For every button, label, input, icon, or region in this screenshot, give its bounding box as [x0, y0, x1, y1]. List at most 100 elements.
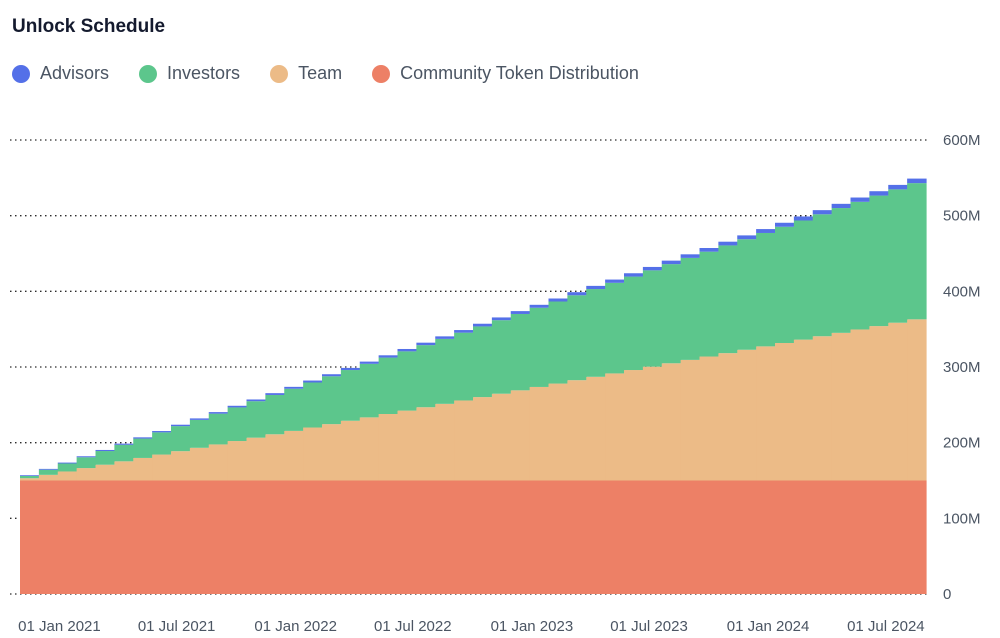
area-step-community-token-distribution [152, 480, 172, 594]
area-step-investors [567, 295, 587, 381]
area-step-team [454, 400, 474, 481]
area-step-team [491, 393, 512, 481]
x-tick-label: 01 Jan 2024 [727, 618, 810, 635]
area-step-investors [605, 282, 625, 374]
area-step-advisors [20, 475, 40, 476]
area-step-investors [680, 257, 701, 360]
area-step-advisors [227, 405, 248, 408]
area-step-team [718, 353, 738, 481]
area-step-advisors [189, 418, 210, 420]
area-step-investors [756, 232, 776, 347]
area-step-community-token-distribution [265, 480, 285, 594]
area-step-team [510, 390, 531, 481]
area-step-advisors [171, 424, 191, 427]
area-step-advisors [397, 348, 417, 352]
area-step-investors [246, 401, 266, 438]
area-step-team [416, 407, 436, 481]
area-step-team [831, 332, 852, 481]
area-step-community-token-distribution [378, 480, 399, 594]
area-step-community-token-distribution [397, 480, 417, 594]
legend-item-advisors[interactable]: Advisors [12, 63, 109, 84]
area-step-community-token-distribution [359, 480, 380, 594]
area-step-community-token-distribution [661, 480, 682, 594]
area-step-community-token-distribution [548, 480, 568, 594]
area-step-advisors [454, 330, 474, 333]
area-step-team [435, 403, 455, 481]
area-step-community-token-distribution [680, 480, 701, 594]
area-step-community-token-distribution [114, 480, 134, 594]
x-tick-label: 01 Jul 2024 [847, 618, 925, 635]
area-step-advisors [756, 229, 776, 233]
area-step-team [322, 424, 342, 481]
area-step-investors [529, 307, 550, 387]
area-step-team [189, 447, 210, 481]
area-step-advisors [586, 285, 606, 290]
area-step-community-token-distribution [510, 480, 531, 594]
area-step-advisors [152, 431, 172, 433]
x-tick-label: 01 Jan 2021 [18, 618, 101, 635]
area-step-team [473, 397, 493, 481]
y-tick-label: 300M [943, 359, 981, 376]
area-step-team [76, 468, 97, 481]
area-step-investors [869, 195, 889, 327]
area-step-advisors [850, 197, 870, 202]
area-step-advisors [624, 273, 644, 277]
area-step-advisors [548, 298, 568, 302]
area-step-community-token-distribution [303, 480, 323, 594]
area-step-team [227, 441, 248, 481]
x-tick-label: 01 Jul 2022 [374, 618, 452, 635]
area-step-team [95, 464, 115, 481]
area-step-team [756, 346, 776, 481]
legend-label-community: Community Token Distribution [400, 63, 639, 83]
area-step-advisors [473, 323, 493, 327]
area-step-advisors [718, 241, 738, 246]
area-step-community-token-distribution [642, 480, 663, 594]
area-step-investors [265, 394, 285, 435]
legend-dot-community [372, 64, 391, 83]
legend-item-team[interactable]: Team [270, 63, 342, 84]
area-step-advisors [699, 248, 719, 252]
area-step-investors [227, 407, 248, 442]
area-step-community-token-distribution [171, 480, 191, 594]
area-step-community-token-distribution [133, 480, 153, 594]
chart-title: Unlock Schedule [12, 16, 166, 37]
area-step-community-token-distribution [322, 480, 342, 594]
area-step-community-token-distribution [586, 480, 606, 594]
area-step-team [246, 437, 266, 481]
x-tick-label: 01 Jul 2021 [138, 618, 216, 635]
area-step-investors [303, 382, 323, 428]
area-step-advisors [322, 374, 342, 377]
legend-dot-advisors [12, 64, 30, 83]
area-step-investors [831, 208, 852, 333]
area-step-advisors [57, 462, 78, 464]
area-step-team [907, 319, 927, 481]
area-step-investors [435, 338, 455, 404]
area-step-advisors [491, 317, 512, 321]
area-step-investors [189, 419, 210, 448]
area-step-community-token-distribution [567, 480, 587, 594]
area-step-advisors [907, 178, 927, 184]
area-step-advisors [775, 222, 795, 227]
area-step-team [850, 329, 870, 481]
area-step-investors [888, 189, 908, 323]
y-tick-label: 600M [943, 132, 981, 149]
area-step-team [529, 386, 550, 481]
area-step-team [567, 380, 587, 481]
area-step-team [340, 420, 361, 481]
area-step-community-token-distribution [869, 480, 889, 594]
area-step-team [661, 363, 682, 481]
legend-item-community[interactable]: Community Token Distribution [372, 63, 639, 84]
area-step-team [378, 413, 399, 481]
area-step-team [888, 322, 908, 481]
area-step-community-token-distribution [473, 480, 493, 594]
area-step-community-token-distribution [605, 480, 625, 594]
legend: Advisors Investors Team Community Token … [12, 63, 669, 84]
area-step-investors [850, 201, 870, 330]
area-step-advisors [605, 279, 625, 283]
area-step-team [303, 427, 323, 481]
area-step-team [114, 461, 134, 481]
area-step-advisors [284, 386, 304, 389]
legend-item-investors[interactable]: Investors [139, 63, 240, 84]
area-step-team [359, 417, 380, 481]
